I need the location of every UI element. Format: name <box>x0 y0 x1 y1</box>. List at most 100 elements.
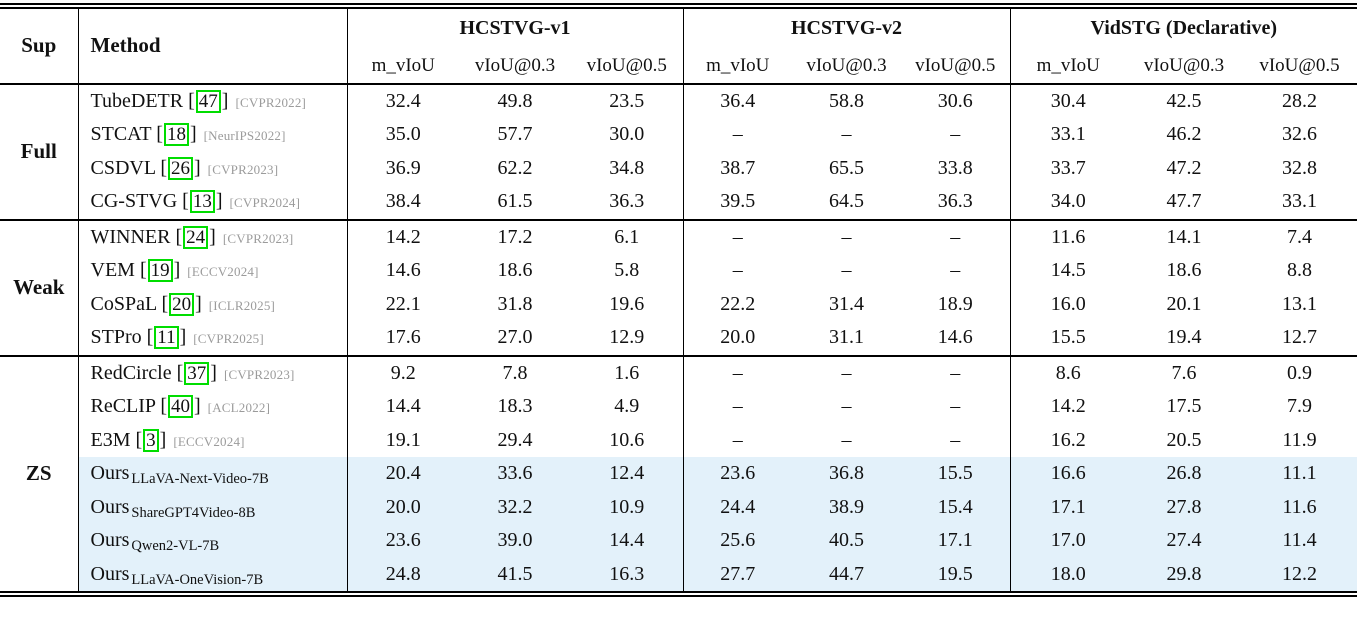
method-variant-subscript: ShareGPT4Video-8B <box>131 504 256 521</box>
metric-cell: 32.2 <box>459 490 571 524</box>
method-cell: STPro [11] [CVPR2025] <box>77 321 347 356</box>
metric-cell: 61.5 <box>497 190 533 213</box>
metric-cell: 15.4 <box>901 490 1010 524</box>
metric-cell: 36.3 <box>937 190 973 213</box>
metric-cell: 33.7 <box>1009 151 1126 185</box>
metric-cell: 8.8 <box>1287 259 1312 282</box>
results-table: Sup Method HCSTVG-v1 HCSTVG-v2 VidSTG (D… <box>0 8 1357 591</box>
metric-cell: 34.0 <box>1009 185 1126 220</box>
metric-cell: 16.0 <box>1009 287 1126 321</box>
citation-bracket: [ <box>155 395 167 418</box>
citation-bracket: ] <box>173 259 181 282</box>
metric-cell: 0.9 <box>1242 354 1357 390</box>
citation-bracket: ] <box>189 123 197 146</box>
metric-cell: 17.2 <box>459 218 571 254</box>
metric-cell: – <box>682 423 792 457</box>
method-name: WINNER <box>90 225 171 248</box>
metric-cell: 15.5 <box>901 457 1010 491</box>
metric-cell: 7.9 <box>1287 395 1312 418</box>
metric-cell: 36.8 <box>792 457 901 491</box>
method-cell: E3M [3] [ECCV2024] <box>77 423 347 457</box>
table-row: Ours LLaVA-Next-Video-7B 20.4 33.6 12.4 23.6 3… <box>0 457 1357 491</box>
citation-link[interactable]: 13 <box>189 190 215 214</box>
citation-link[interactable]: 19 <box>147 259 173 283</box>
venue-tag: [ACL2022] <box>207 400 271 416</box>
citation-link[interactable]: 24 <box>183 225 209 249</box>
metric-cell: 18.6 <box>1166 259 1202 282</box>
sup-label-full: Full <box>20 139 57 163</box>
metric-cell: 32.4 <box>346 83 459 118</box>
citation-link[interactable]: 26 <box>168 156 193 180</box>
metric-cell: 12.4 <box>571 457 683 491</box>
citation-link[interactable]: 18 <box>163 123 189 147</box>
citation-bracket: ] <box>209 225 216 248</box>
metric-cell: 5.8 <box>614 259 640 282</box>
metric-cell: 28.2 <box>1282 89 1317 112</box>
metric-cell: 16.3 <box>571 557 683 591</box>
method-variant-subscript: LLaVA-Next-Video-7B <box>131 471 269 488</box>
metric-cell: 7.4 <box>1242 218 1357 254</box>
venue-tag: [CVPR2024] <box>229 195 301 211</box>
method-name: Ours <box>90 495 130 518</box>
metric-cell: 16.6 <box>1009 457 1126 491</box>
citation-link[interactable]: 47 <box>195 89 221 113</box>
metric-cell: 14.4 <box>571 524 683 558</box>
metric-cell: 31.1 <box>829 326 864 349</box>
metric-cell: 23.5 <box>609 89 645 112</box>
metric-cell: – <box>901 218 1010 254</box>
metric-cell: 62.2 <box>497 156 533 179</box>
metric-cell: 15.5 <box>1009 321 1126 356</box>
metric-cell: 40.5 <box>792 524 901 558</box>
citation-bracket: ] <box>215 190 223 213</box>
method-name: STPro <box>90 326 142 349</box>
metric-cell: 17.0 <box>1009 524 1126 558</box>
metric-cell: 32.6 <box>1282 123 1317 146</box>
metric-cell: 14.2 <box>346 218 459 254</box>
metric-cell: 49.8 <box>497 89 533 112</box>
sup-label-weak: Weak <box>0 218 78 356</box>
method-name: Ours <box>90 462 130 485</box>
citation-link[interactable]: 37 <box>184 361 210 385</box>
metric-cell: 33.8 <box>937 156 973 179</box>
metric-cell: 33.6 <box>459 457 571 491</box>
metric-cell: 23.6 <box>682 457 792 491</box>
metric-cell: 33.1 <box>1282 190 1317 213</box>
method-cell: CSDVL [26] [CVPR2023] <box>77 151 347 185</box>
metric-cell: 38.4 <box>346 185 459 220</box>
venue-tag: [ICLR2025] <box>208 297 276 313</box>
subcol-header: vIoU@0.5 <box>1242 48 1357 85</box>
venue-tag: [CVPR2023] <box>223 366 295 382</box>
citation-bracket: [ <box>183 89 195 112</box>
metric-cell: – <box>841 395 852 418</box>
metric-cell: 57.7 <box>497 123 533 146</box>
metric-cell: – <box>841 123 852 146</box>
subcol-header: vIoU@0.5 <box>571 48 683 85</box>
metric-cell: 22.1 <box>346 287 459 321</box>
method-name: CoSPaL <box>90 292 157 315</box>
method-name: Ours <box>90 562 130 585</box>
method-name: CG-STVG <box>90 190 178 213</box>
metric-cell: 42.5 <box>1166 89 1202 112</box>
metric-cell: 27.8 <box>1126 490 1242 524</box>
subcol-header: m_vIoU <box>1009 48 1126 85</box>
metric-cell: 18.0 <box>1009 557 1126 591</box>
citation-bracket: ] <box>194 156 201 179</box>
metric-cell: 13.1 <box>1282 292 1317 315</box>
metric-cell: 29.8 <box>1126 557 1242 591</box>
citation-bracket: [ <box>170 225 183 248</box>
method-name: E3M <box>90 428 131 451</box>
citation-link[interactable]: 11 <box>154 326 179 350</box>
metric-cell: – <box>901 354 1010 390</box>
citation-link[interactable]: 3 <box>143 428 159 452</box>
metric-cell: 7.8 <box>459 354 571 390</box>
metric-cell: 36.3 <box>609 190 645 213</box>
method-name: RedCircle <box>90 361 172 384</box>
table-row: STPro [11] [CVPR2025] 17.6 27.0 12.9 20.0 31.1… <box>0 321 1357 356</box>
metric-cell: – <box>682 354 792 390</box>
citation-link[interactable]: 40 <box>168 395 193 419</box>
metric-cell: 39.0 <box>459 524 571 558</box>
citation-link[interactable]: 20 <box>169 292 195 316</box>
metric-cell: – <box>950 123 961 146</box>
metric-cell: 18.3 <box>497 395 533 418</box>
metric-cell: 30.4 <box>1009 83 1126 118</box>
